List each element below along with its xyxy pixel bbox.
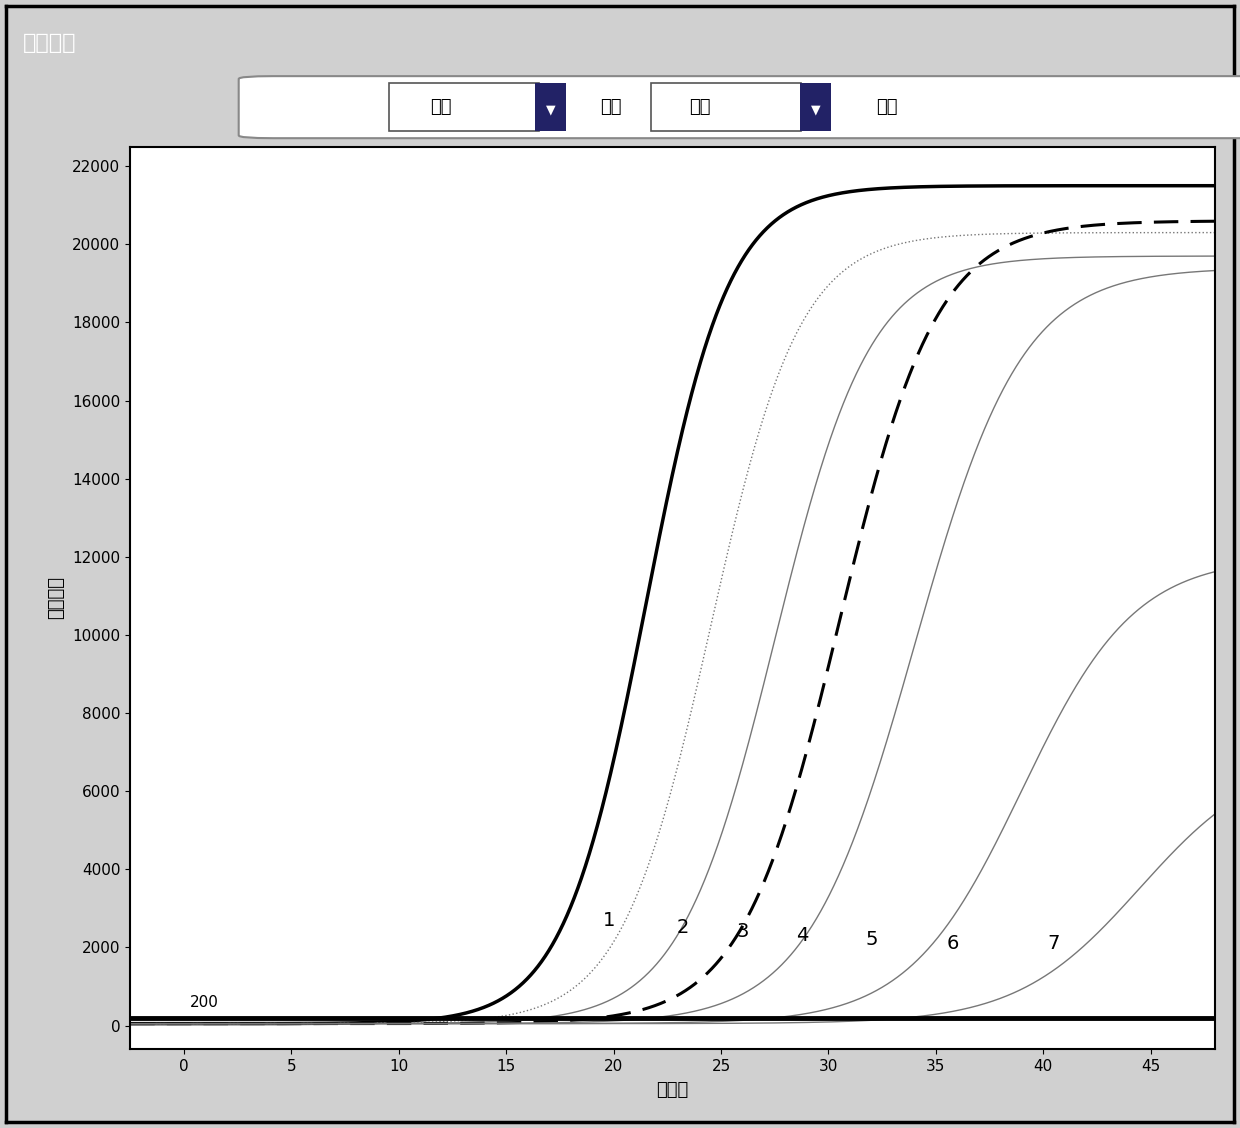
Text: 6: 6	[947, 934, 960, 953]
FancyBboxPatch shape	[800, 83, 831, 131]
Text: 1: 1	[603, 910, 615, 929]
Text: 2: 2	[676, 918, 688, 937]
Text: 线型: 线型	[600, 98, 621, 116]
Text: 扩增曲线: 扩增曲线	[24, 33, 77, 53]
FancyBboxPatch shape	[536, 83, 565, 131]
X-axis label: 循环数: 循环数	[656, 1081, 689, 1099]
Y-axis label: 荧光强度: 荧光强度	[47, 576, 66, 619]
Text: 200: 200	[191, 995, 219, 1010]
Text: 5: 5	[866, 931, 878, 949]
FancyBboxPatch shape	[651, 83, 801, 131]
FancyBboxPatch shape	[389, 83, 538, 131]
Text: 4: 4	[796, 926, 808, 945]
Text: 7: 7	[1048, 934, 1060, 953]
Text: ▼: ▼	[547, 103, 556, 116]
Text: 线性: 线性	[689, 98, 711, 116]
Text: 3: 3	[737, 923, 749, 942]
Text: ▼: ▼	[811, 103, 821, 116]
Text: 孔位: 孔位	[430, 98, 451, 116]
Text: 扩色: 扩色	[875, 98, 898, 116]
FancyBboxPatch shape	[238, 77, 1240, 139]
